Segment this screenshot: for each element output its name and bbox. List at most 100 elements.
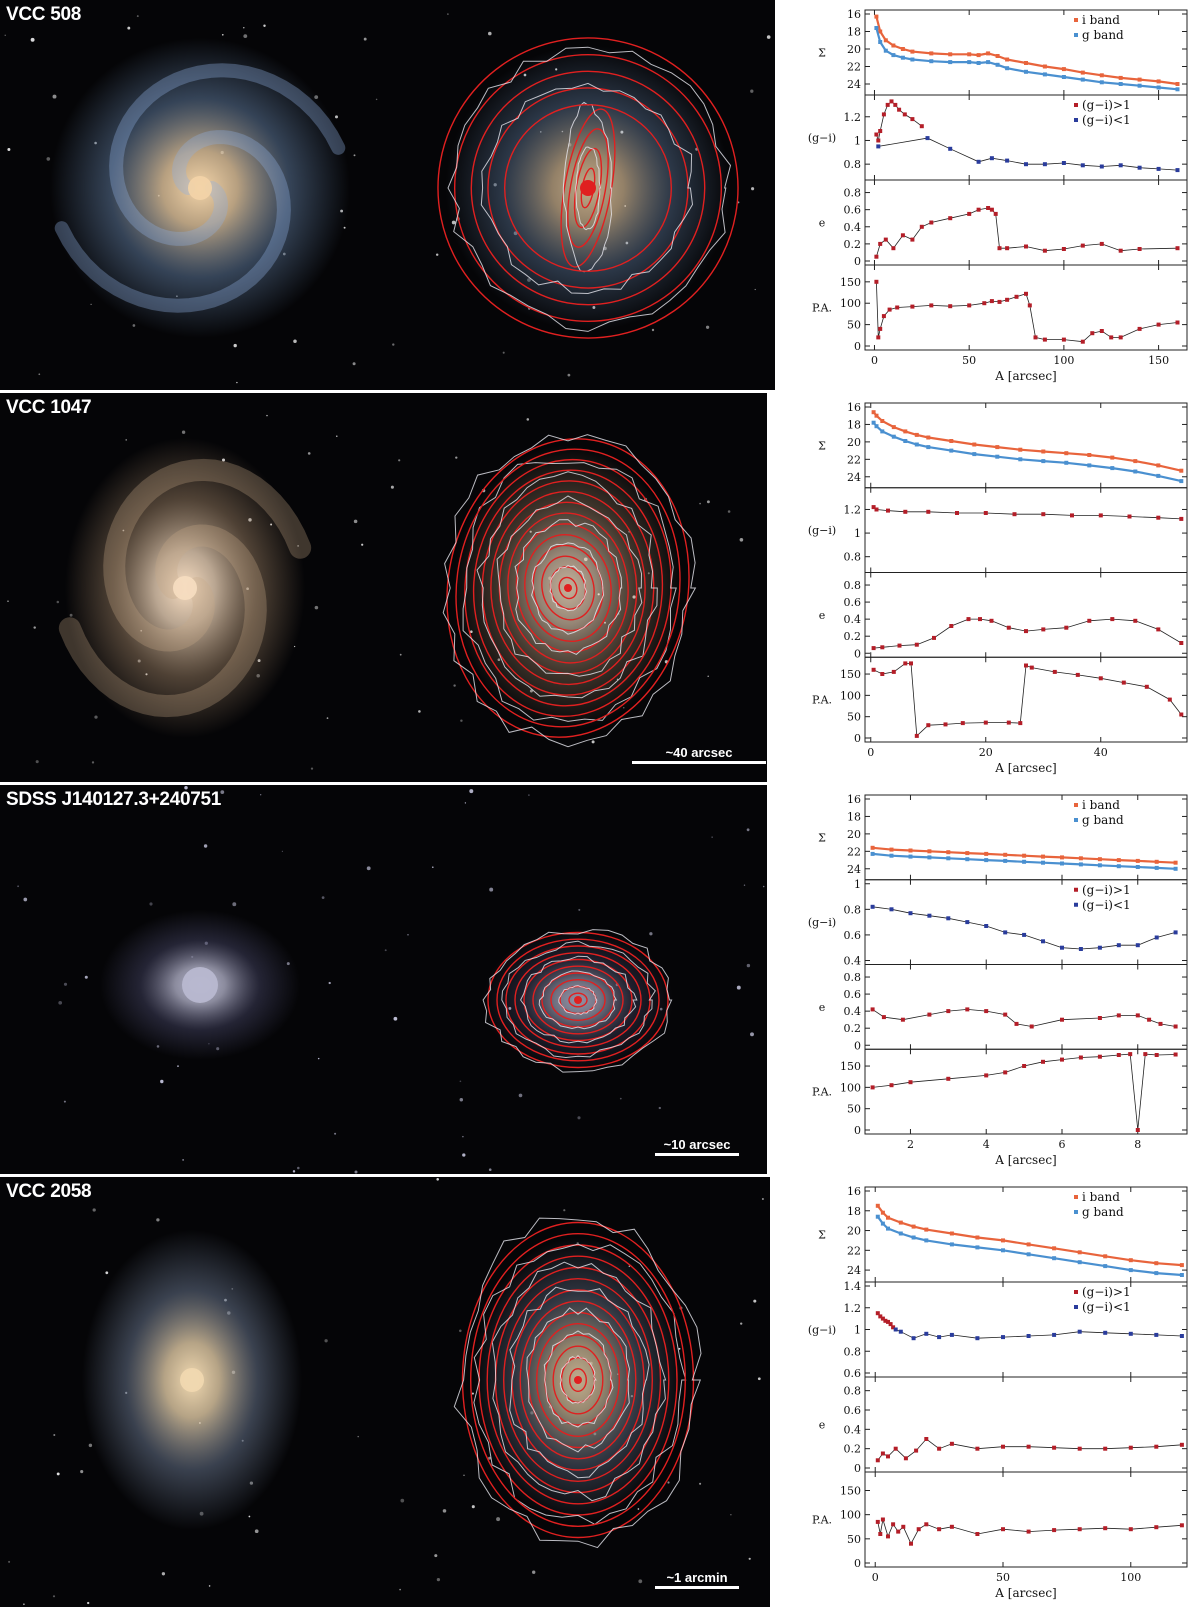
series-line (876, 1216, 1182, 1277)
y-tick-label: 50 (847, 711, 861, 724)
data-point (885, 102, 890, 107)
star (658, 1106, 661, 1110)
data-point (1061, 247, 1066, 251)
data-point (909, 1541, 913, 1546)
data-point (1154, 859, 1159, 864)
star (80, 1470, 84, 1474)
isophote-ellipse (568, 992, 588, 1008)
isophote-ellipse (496, 938, 660, 1062)
data-point (1005, 66, 1010, 71)
legend-label: i band (1082, 798, 1120, 812)
data-point (1064, 451, 1069, 456)
data-point (986, 206, 991, 210)
star (750, 89, 754, 93)
intensity-contour (526, 1307, 631, 1453)
x-axis-label: A [arcsec] (994, 761, 1056, 775)
data-point (1103, 1330, 1108, 1335)
isophote-ellipse (519, 1300, 637, 1460)
data-point (889, 847, 894, 852)
data-point (965, 920, 970, 925)
data-point (1024, 162, 1028, 167)
data-point (1005, 297, 1010, 302)
star (208, 1585, 211, 1587)
y-tick-label: 50 (847, 319, 861, 332)
data-point (1133, 469, 1138, 474)
data-point (965, 1007, 970, 1012)
star (243, 34, 248, 39)
data-point (1143, 1052, 1148, 1057)
data-point (1026, 1334, 1031, 1338)
data-point (1018, 447, 1023, 452)
data-point (893, 1446, 898, 1451)
data-point (967, 52, 972, 57)
star (352, 362, 356, 366)
y-axis-label: e (819, 1419, 826, 1432)
data-point (1052, 669, 1057, 674)
x-tick-label: 6 (1058, 1138, 1065, 1151)
scale-bar-line (655, 1153, 739, 1156)
star (748, 1557, 751, 1560)
star (407, 933, 409, 936)
data-point (1078, 862, 1083, 867)
data-point (900, 55, 905, 60)
data-point (986, 51, 991, 56)
data-point (1005, 158, 1010, 163)
data-point (1118, 82, 1123, 86)
y-tick-label: 0.6 (844, 1404, 862, 1417)
y-tick-label: 0.6 (844, 929, 862, 942)
series-line (872, 1008, 1176, 1027)
data-point (1156, 515, 1161, 520)
isophote-ellipse (552, 1345, 604, 1415)
data-point (1024, 244, 1028, 249)
x-tick-label: 100 (1120, 1571, 1141, 1584)
galaxy-original (50, 38, 350, 338)
data-point (886, 508, 890, 513)
data-point (919, 224, 924, 229)
data-point (984, 1009, 989, 1014)
data-point (880, 1221, 885, 1226)
data-point (1097, 1054, 1102, 1059)
data-point (1060, 855, 1064, 860)
star (233, 343, 237, 348)
star (619, 1097, 622, 1100)
star (156, 1218, 160, 1222)
data-point (1173, 1024, 1178, 1029)
data-point (919, 124, 924, 129)
y-tick-label: 20 (847, 436, 861, 449)
data-point (876, 144, 881, 149)
data-point (1052, 1256, 1057, 1261)
data-point (983, 511, 988, 515)
data-point (1005, 246, 1010, 251)
data-point (995, 62, 1000, 67)
data-point (1175, 320, 1180, 325)
star (58, 1000, 63, 1005)
data-point (891, 425, 896, 430)
y-tick-label: 24 (847, 471, 861, 484)
data-point (1041, 512, 1046, 517)
star (638, 1579, 643, 1584)
star (336, 435, 338, 437)
isophote-ellipse (524, 533, 612, 643)
data-point (1024, 61, 1028, 65)
data-point (883, 38, 888, 43)
data-point (895, 305, 900, 310)
data-point (1118, 75, 1123, 80)
star (463, 1474, 465, 1476)
data-point (1080, 243, 1085, 248)
x-axis: 0 20 40 (867, 746, 1108, 759)
legend-label: (g−i)>1 (1082, 98, 1131, 112)
data-point (878, 29, 883, 34)
star (52, 1595, 56, 1598)
data-point (976, 207, 981, 212)
star (532, 1570, 536, 1574)
star (326, 717, 329, 719)
data-point (1097, 945, 1102, 950)
intensity-contour (520, 955, 638, 1044)
data-point (908, 1080, 913, 1085)
data-point (886, 1226, 890, 1231)
data-point (1064, 460, 1069, 465)
star (435, 253, 439, 256)
star (46, 157, 51, 161)
star (706, 500, 710, 504)
data-point (1154, 1261, 1159, 1266)
